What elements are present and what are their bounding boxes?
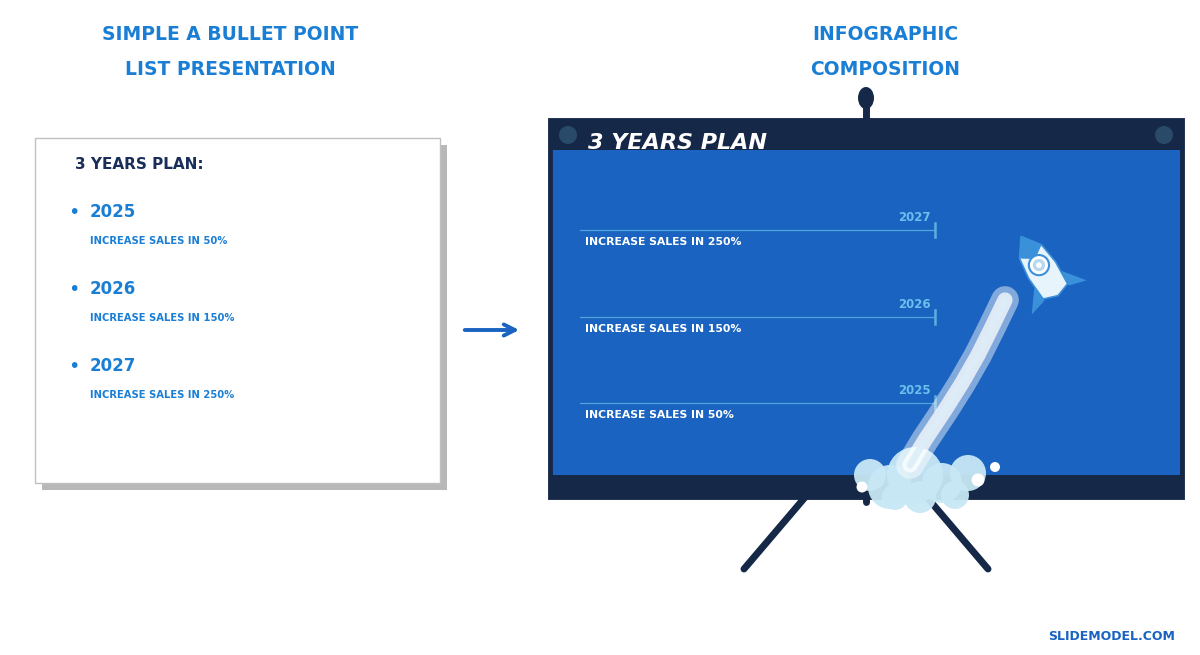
- FancyBboxPatch shape: [550, 475, 1182, 497]
- Text: 2026: 2026: [899, 298, 931, 311]
- Circle shape: [882, 484, 908, 510]
- Circle shape: [857, 481, 868, 493]
- Text: INFOGRAPHIC: INFOGRAPHIC: [812, 25, 958, 44]
- Text: INCREASE SALES IN 150%: INCREASE SALES IN 150%: [90, 313, 234, 323]
- Circle shape: [972, 474, 984, 487]
- Text: •: •: [68, 280, 79, 299]
- Text: INCREASE SALES IN 50%: INCREASE SALES IN 50%: [90, 236, 227, 246]
- FancyBboxPatch shape: [42, 145, 446, 490]
- Circle shape: [868, 465, 912, 509]
- Polygon shape: [1020, 236, 1042, 259]
- Circle shape: [1154, 126, 1174, 144]
- Text: INCREASE SALES IN 50%: INCREASE SALES IN 50%: [586, 410, 734, 420]
- Text: INCREASE SALES IN 250%: INCREASE SALES IN 250%: [586, 237, 742, 247]
- Text: 3 YEARS PLAN:: 3 YEARS PLAN:: [74, 157, 204, 172]
- Circle shape: [854, 459, 886, 491]
- Circle shape: [904, 481, 936, 513]
- Text: 2027: 2027: [899, 211, 931, 224]
- Text: INCREASE SALES IN 150%: INCREASE SALES IN 150%: [586, 324, 742, 334]
- Text: 2027: 2027: [90, 357, 137, 375]
- Text: 2026: 2026: [90, 280, 137, 298]
- Text: SLIDEMODEL.COM: SLIDEMODEL.COM: [1048, 630, 1175, 643]
- Polygon shape: [1032, 288, 1044, 314]
- Circle shape: [941, 481, 970, 509]
- FancyBboxPatch shape: [35, 138, 440, 483]
- Circle shape: [559, 126, 577, 144]
- Text: •: •: [68, 203, 79, 222]
- Circle shape: [950, 455, 986, 491]
- Circle shape: [990, 462, 1000, 472]
- Polygon shape: [1061, 271, 1087, 286]
- Circle shape: [1036, 262, 1042, 268]
- Text: SIMPLE A BULLET POINT: SIMPLE A BULLET POINT: [102, 25, 358, 44]
- Circle shape: [922, 463, 962, 503]
- Text: 2025: 2025: [90, 203, 137, 221]
- Text: 3 YEARS PLAN: 3 YEARS PLAN: [588, 133, 767, 153]
- Polygon shape: [1020, 236, 1068, 299]
- Text: •: •: [68, 357, 79, 376]
- Text: LIST PRESENTATION: LIST PRESENTATION: [125, 60, 335, 79]
- Text: 2025: 2025: [899, 384, 931, 397]
- FancyBboxPatch shape: [550, 120, 1182, 497]
- Text: COMPOSITION: COMPOSITION: [810, 60, 960, 79]
- Circle shape: [1033, 259, 1045, 271]
- Text: INCREASE SALES IN 250%: INCREASE SALES IN 250%: [90, 390, 234, 400]
- FancyBboxPatch shape: [550, 120, 1182, 150]
- Circle shape: [1028, 255, 1049, 275]
- Circle shape: [887, 447, 943, 503]
- Ellipse shape: [858, 87, 874, 109]
